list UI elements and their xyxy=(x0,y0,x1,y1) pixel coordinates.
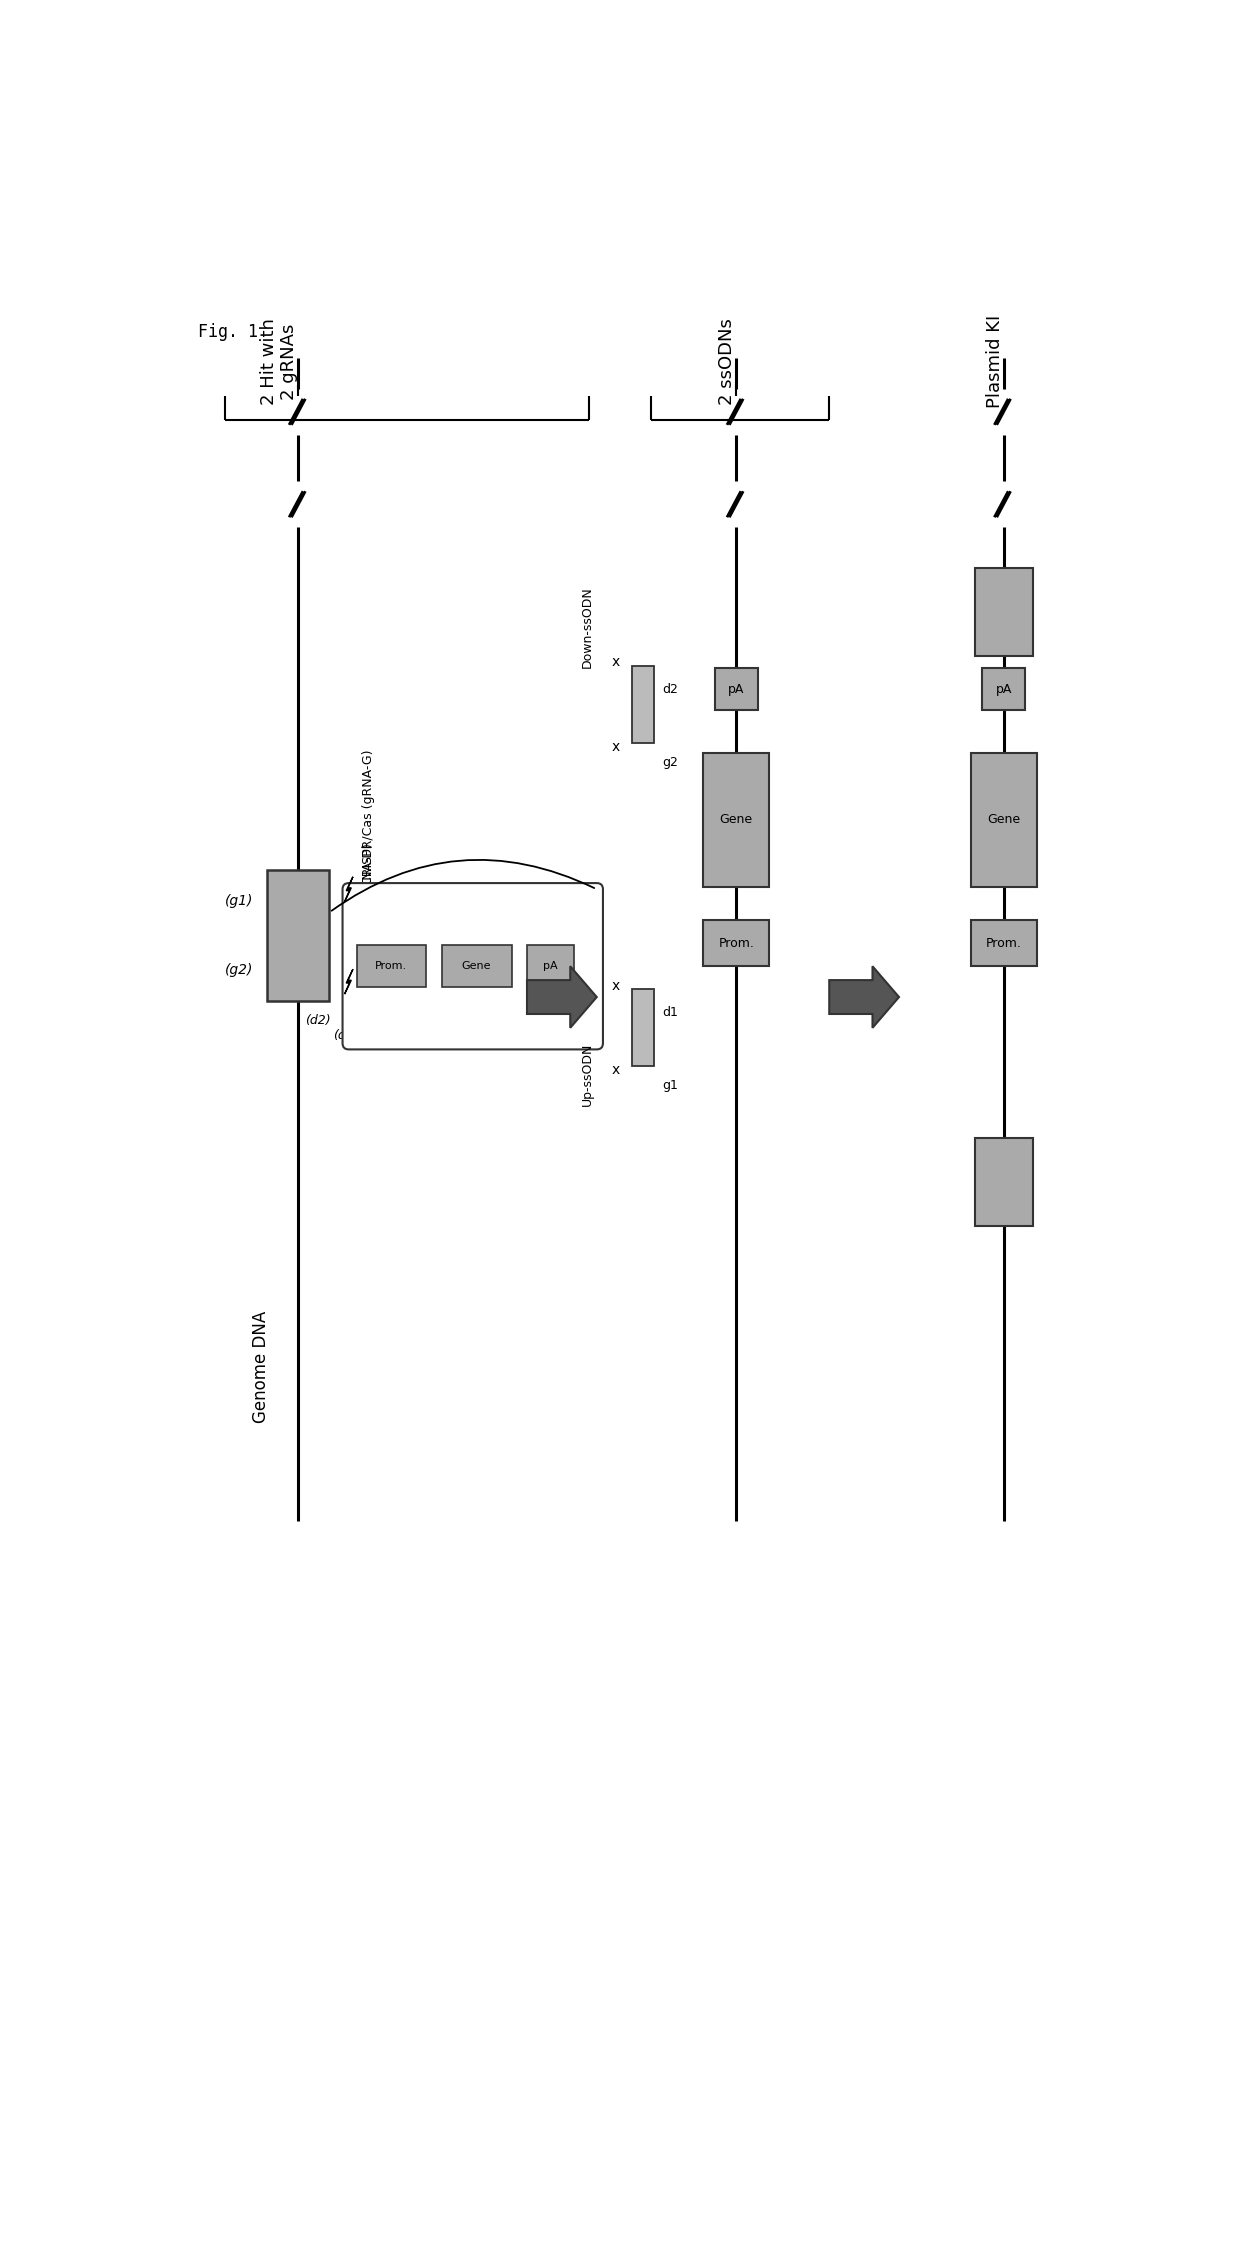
Bar xyxy=(703,920,769,965)
Text: pA: pA xyxy=(996,682,1012,696)
Text: g1: g1 xyxy=(662,1080,678,1091)
Polygon shape xyxy=(830,965,899,1028)
Text: pA: pA xyxy=(728,682,744,696)
Text: (d2): (d2) xyxy=(305,1015,330,1026)
Text: 2 ssODNs: 2 ssODNs xyxy=(718,319,737,406)
Text: Prom.: Prom. xyxy=(376,961,408,972)
Text: (g2): (g2) xyxy=(224,963,253,977)
Bar xyxy=(975,1138,1033,1226)
Text: x: x xyxy=(613,979,620,992)
Text: x: x xyxy=(613,1064,620,1078)
Text: Prom.: Prom. xyxy=(718,936,754,950)
Text: CRISPR/Cas (gRNA-G): CRISPR/Cas (gRNA-G) xyxy=(362,750,374,885)
Bar xyxy=(975,568,1033,656)
Text: pA: pA xyxy=(543,961,558,972)
FancyBboxPatch shape xyxy=(342,882,603,1048)
Text: Fig. 1: Fig. 1 xyxy=(197,323,258,341)
Text: d2: d2 xyxy=(662,682,678,696)
Bar xyxy=(971,920,1037,965)
Bar xyxy=(632,990,655,1066)
Text: Prom.: Prom. xyxy=(986,936,1022,950)
Polygon shape xyxy=(527,965,596,1028)
Text: x: x xyxy=(613,656,620,669)
Text: Plasmid KI: Plasmid KI xyxy=(986,314,1003,409)
Bar xyxy=(982,667,1025,709)
Bar xyxy=(441,945,511,988)
Bar xyxy=(971,752,1037,887)
Text: Gene: Gene xyxy=(987,813,1021,826)
Bar xyxy=(527,945,573,988)
Text: g2: g2 xyxy=(662,757,678,768)
Text: Up-ssODN: Up-ssODN xyxy=(582,1042,594,1107)
Bar xyxy=(632,667,655,743)
Polygon shape xyxy=(345,970,353,995)
Text: (g1): (g1) xyxy=(224,894,253,907)
Text: Gene: Gene xyxy=(719,813,753,826)
Bar xyxy=(715,667,758,709)
Bar xyxy=(268,871,330,1001)
Text: Genome DNA: Genome DNA xyxy=(252,1311,270,1423)
Bar xyxy=(357,945,427,988)
Text: Down-ssODN: Down-ssODN xyxy=(582,586,594,669)
Bar xyxy=(703,752,769,887)
Text: x: x xyxy=(613,741,620,754)
Text: 2 Hit with
2 gRNAs: 2 Hit with 2 gRNAs xyxy=(259,319,299,406)
Polygon shape xyxy=(345,878,353,902)
Text: d1: d1 xyxy=(662,1006,678,1019)
Text: Gene: Gene xyxy=(461,961,491,972)
Text: (d1): (d1) xyxy=(334,1028,358,1042)
Text: CRISPR/Cas (gRNA-D): CRISPR/Cas (gRNA-D) xyxy=(362,842,374,979)
